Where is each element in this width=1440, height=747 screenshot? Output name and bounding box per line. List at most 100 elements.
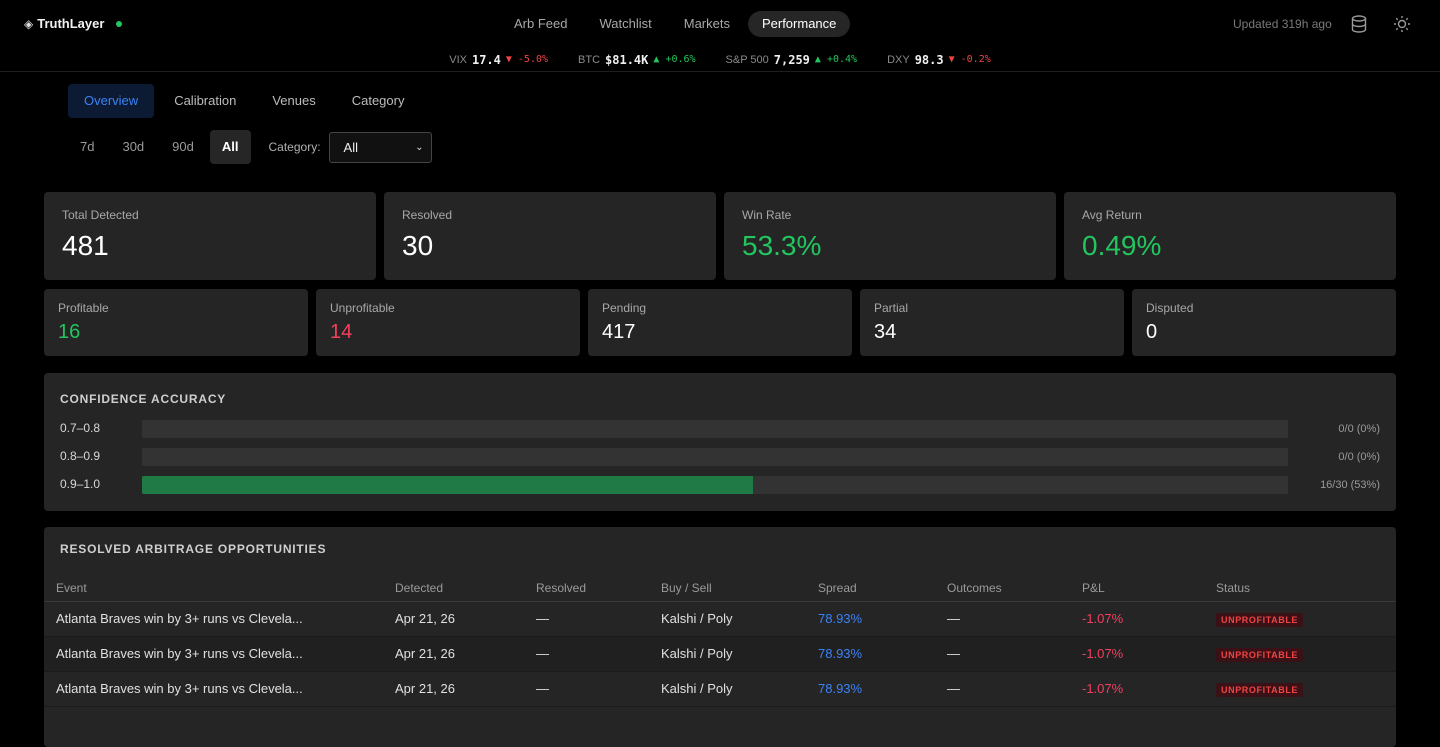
ticker-value: 98.3 xyxy=(914,52,944,67)
table-row[interactable]: Atlanta Braves win by 3+ runs vs Clevela… xyxy=(44,671,1396,707)
column-header-detected[interactable]: Detected xyxy=(383,575,524,602)
outcome-value: 34 xyxy=(874,321,897,343)
stat-value: 481 xyxy=(62,230,109,261)
column-header-buy-sell[interactable]: Buy / Sell xyxy=(649,575,806,602)
outcome-label: Unprofitable xyxy=(330,301,395,315)
subtab-overview[interactable]: Overview xyxy=(68,84,155,118)
time-range-selector: 7d 30d 90d All xyxy=(68,130,251,164)
ticker-symbol: VIX xyxy=(449,53,467,66)
table-body: Atlanta Braves win by 3+ runs vs Clevela… xyxy=(44,601,1396,707)
confidence-bucket-label: 0.9–1.0 xyxy=(60,477,101,491)
confidence-row-0-8-0-9: 0.8–0.9 0/0 (0%) xyxy=(60,448,1380,466)
chevron-down-icon: ⌄ xyxy=(415,141,424,153)
outcome-label: Partial xyxy=(874,301,909,315)
stat-card-avg-return: Avg Return 0.49% xyxy=(1064,192,1396,280)
column-header-spread[interactable]: Spread xyxy=(806,575,935,602)
cell-detected: Apr 21, 26 xyxy=(383,671,524,707)
status-badge: UNPROFITABLE xyxy=(1216,682,1304,697)
range-30d[interactable]: 30d xyxy=(122,139,145,154)
subtab-category[interactable]: Category xyxy=(351,93,405,108)
resolved-opportunities-title: RESOLVED ARBITRAGE OPPORTUNITIES xyxy=(60,542,327,556)
range-all[interactable]: All xyxy=(209,130,251,164)
ticker-item-btc: BTC $81.4K ▲ +0.6% xyxy=(578,53,696,67)
nav-tab-watchlist[interactable]: Watchlist xyxy=(599,16,652,31)
nav-tab-arb-feed[interactable]: Arb Feed xyxy=(514,16,568,31)
filters-bar: 7d 30d 90d All Category: All ⌄ xyxy=(68,130,432,164)
nav-tab-performance[interactable]: Performance xyxy=(747,11,851,37)
ticker-change: ▼ -5.0% xyxy=(505,54,549,65)
stat-label: Resolved xyxy=(402,208,453,222)
confidence-bucket-value: 16/30 (53%) xyxy=(1320,479,1380,491)
resolved-opportunities-panel: RESOLVED ARBITRAGE OPPORTUNITIES Event De… xyxy=(44,527,1396,747)
category-filter-label: Category: xyxy=(268,140,321,154)
cell-resolved: — xyxy=(524,671,649,707)
performance-subtabs: Overview Calibration Venues Category xyxy=(68,84,420,118)
stat-label: Win Rate xyxy=(742,208,792,222)
outcome-card-disputed: Disputed 0 xyxy=(1132,289,1396,356)
subtab-calibration[interactable]: Calibration xyxy=(174,93,237,108)
main-nav: Arb Feed Watchlist Markets Performance xyxy=(500,11,851,37)
updated-timestamp: Updated 319h ago xyxy=(1233,17,1332,31)
table-header-row: Event Detected Resolved Buy / Sell Spread Out… xyxy=(44,575,1396,602)
stat-value: 53.3% xyxy=(742,230,822,261)
ticker-item-vix: VIX 17.4 ▼ -5.0% xyxy=(449,53,548,67)
theme-toggle-sun-icon[interactable] xyxy=(1391,13,1413,35)
column-header-resolved[interactable]: Resolved xyxy=(524,575,649,602)
cell-detected: Apr 21, 26 xyxy=(383,601,524,637)
ticker-value: $81.4K xyxy=(605,52,649,67)
stat-value: 0.49% xyxy=(1082,230,1162,261)
confidence-bar-track xyxy=(142,476,1288,494)
cell-p-l: -1.07% xyxy=(1070,671,1204,707)
confidence-accuracy-title: CONFIDENCE ACCURACY xyxy=(60,392,227,406)
confidence-row-0-9-1-0: 0.9–1.0 16/30 (53%) xyxy=(60,476,1380,494)
cell-outcomes: — xyxy=(935,636,1070,672)
cell-spread: 78.93% xyxy=(806,601,935,637)
logo-icon: ◈ xyxy=(24,16,34,31)
table-row[interactable]: Atlanta Braves win by 3+ runs vs Clevela… xyxy=(44,636,1396,672)
ticker-value: 17.4 xyxy=(471,52,501,67)
confidence-bucket-label: 0.8–0.9 xyxy=(60,449,101,463)
brand[interactable]: ◈ TruthLayer xyxy=(24,16,123,31)
cell-resolved: — xyxy=(524,601,649,637)
column-header-event[interactable]: Event xyxy=(44,575,383,602)
category-select[interactable]: All ⌄ xyxy=(328,131,432,163)
cell-outcomes: — xyxy=(935,671,1070,707)
outcome-card-partial: Partial 34 xyxy=(860,289,1124,356)
cell-p-l: -1.07% xyxy=(1070,636,1204,672)
confidence-bucket-value: 0/0 (0%) xyxy=(1338,451,1380,463)
cell-p-l: -1.07% xyxy=(1070,601,1204,637)
cell-buy-sell: Kalshi / Poly xyxy=(649,636,806,672)
outcome-label: Disputed xyxy=(1146,301,1194,315)
confidence-bucket-value: 0/0 (0%) xyxy=(1338,423,1380,435)
column-header-status[interactable]: Status xyxy=(1204,575,1396,602)
cell-status: UNPROFITABLE xyxy=(1204,671,1396,707)
confidence-accuracy-panel: CONFIDENCE ACCURACY 0.7–0.8 0/0 (0%) 0.8–0… xyxy=(44,373,1396,511)
subtab-venues[interactable]: Venues xyxy=(272,93,316,108)
cell-outcomes: — xyxy=(935,601,1070,637)
confidence-bar-track xyxy=(142,420,1288,438)
ticker-item-s-p-500: S&P 500 7,259 ▲ +0.4% xyxy=(726,53,858,67)
table-row[interactable]: Atlanta Braves win by 3+ runs vs Clevela… xyxy=(44,601,1396,637)
ticker-change: ▲ +0.6% xyxy=(653,54,696,65)
resolved-table: Event Detected Resolved Buy / Sell Spread Out… xyxy=(44,575,1396,707)
top-bar: ◈ TruthLayer Arb Feed Watchlist Markets Per… xyxy=(0,0,1440,48)
status-badge: UNPROFITABLE xyxy=(1216,612,1304,627)
cell-event: Atlanta Braves win by 3+ runs vs Clevela… xyxy=(44,636,383,672)
nav-tab-markets[interactable]: Markets xyxy=(683,16,730,31)
confidence-bucket-label: 0.7–0.8 xyxy=(60,421,101,435)
stat-label: Total Detected xyxy=(62,208,139,222)
column-header-outcomes[interactable]: Outcomes xyxy=(935,575,1070,602)
outcome-label: Profitable xyxy=(58,301,109,315)
outcome-value: 0 xyxy=(1146,321,1158,343)
column-header-p-l[interactable]: P&L xyxy=(1070,575,1204,602)
cell-event: Atlanta Braves win by 3+ runs vs Clevela… xyxy=(44,671,383,707)
cell-status: UNPROFITABLE xyxy=(1204,636,1396,672)
outcome-card-unprofitable: Unprofitable 14 xyxy=(316,289,580,356)
confidence-bar-track xyxy=(142,448,1288,466)
range-7d[interactable]: 7d xyxy=(80,139,95,154)
ticker-symbol: DXY xyxy=(887,53,910,66)
app-name: TruthLayer xyxy=(37,16,105,31)
cell-detected: Apr 21, 26 xyxy=(383,636,524,672)
range-90d[interactable]: 90d xyxy=(172,139,194,154)
database-icon[interactable] xyxy=(1348,13,1370,35)
